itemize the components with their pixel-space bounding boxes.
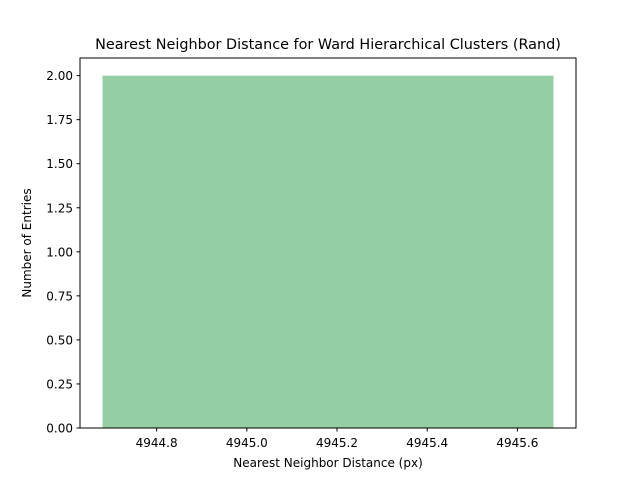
y-tick-label: 1.50 <box>46 157 73 171</box>
x-tick-label: 4945.2 <box>316 436 358 450</box>
y-tick-label: 1.75 <box>46 113 73 127</box>
histogram-bar <box>102 75 554 428</box>
y-tick-label: 1.00 <box>46 245 73 259</box>
y-axis-ticks: 0.00 0.25 0.50 0.75 1.00 1.25 1.50 1.75 2.00 <box>46 69 80 436</box>
x-axis-label: Nearest Neighbor Distance (px) <box>233 456 423 470</box>
bars-layer <box>102 75 554 428</box>
y-tick-label: 0.25 <box>46 377 73 391</box>
y-tick-label: 0.75 <box>46 289 73 303</box>
x-tick-label: 4945.6 <box>496 436 538 450</box>
x-tick-label: 4944.8 <box>136 436 178 450</box>
x-tick-label: 4945.4 <box>406 436 448 450</box>
plot-frame <box>79 57 577 429</box>
x-tick-label: 4945.0 <box>226 436 268 450</box>
y-axis-label: Number of Entries <box>20 188 34 297</box>
y-tick-label: 2.00 <box>46 69 73 83</box>
y-tick-label: 0.00 <box>46 422 73 436</box>
chart-title: Nearest Neighbor Distance for Ward Hiera… <box>95 37 561 53</box>
y-tick-label: 1.25 <box>46 201 73 215</box>
x-axis-ticks: 4944.8 4945.0 4945.2 4945.4 4945.6 <box>136 428 538 450</box>
y-tick-label: 0.50 <box>46 333 73 347</box>
